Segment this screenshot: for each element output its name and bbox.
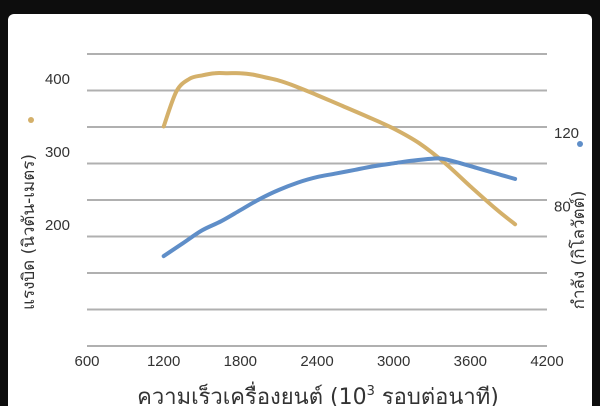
right-tick-labels: 80 120 bbox=[554, 125, 579, 216]
x-axis-title: ความเร็วเครื่องยนต์ (103 รอบต่อนาที) bbox=[137, 381, 499, 406]
right-tick-label: 120 bbox=[554, 125, 579, 142]
x-tick-label: 600 bbox=[74, 353, 99, 370]
left-tick-label: 300 bbox=[45, 144, 70, 161]
left-tick-label: 500 bbox=[45, 14, 70, 15]
left-tick-label: 400 bbox=[45, 71, 70, 88]
x-tick-labels: 600 1200 1800 2400 3000 3600 4200 bbox=[74, 353, 563, 370]
x-tick-label: 1200 bbox=[147, 353, 180, 370]
right-axis-marker bbox=[577, 141, 583, 147]
x-tick-label: 4200 bbox=[530, 353, 563, 370]
x-tick-label: 3600 bbox=[454, 353, 487, 370]
x-tick-label: 3000 bbox=[377, 353, 410, 370]
right-tick-label: 80 bbox=[554, 199, 571, 216]
left-axis-marker bbox=[28, 117, 34, 123]
torque-series-line bbox=[161, 71, 518, 227]
grid-lines bbox=[87, 53, 547, 347]
right-axis-title: กำลัง (กิโลวัตต์) bbox=[568, 191, 589, 310]
x-tick-label: 1800 bbox=[224, 353, 257, 370]
left-axis-title: แรงบิด (นิวตัน-เมตร) bbox=[19, 154, 39, 310]
left-tick-label: 200 bbox=[45, 217, 70, 234]
chart-frame: 600 1200 1800 2400 3000 3600 4200 200 300 400 500… bbox=[8, 14, 592, 406]
torque-power-chart: 600 1200 1800 2400 3000 3600 4200 200 300 400 500… bbox=[19, 14, 589, 406]
x-tick-label: 2400 bbox=[300, 353, 333, 370]
series-lines bbox=[161, 71, 518, 259]
left-tick-labels: 200 300 400 500 bbox=[45, 14, 70, 234]
power-series-line bbox=[161, 156, 518, 259]
